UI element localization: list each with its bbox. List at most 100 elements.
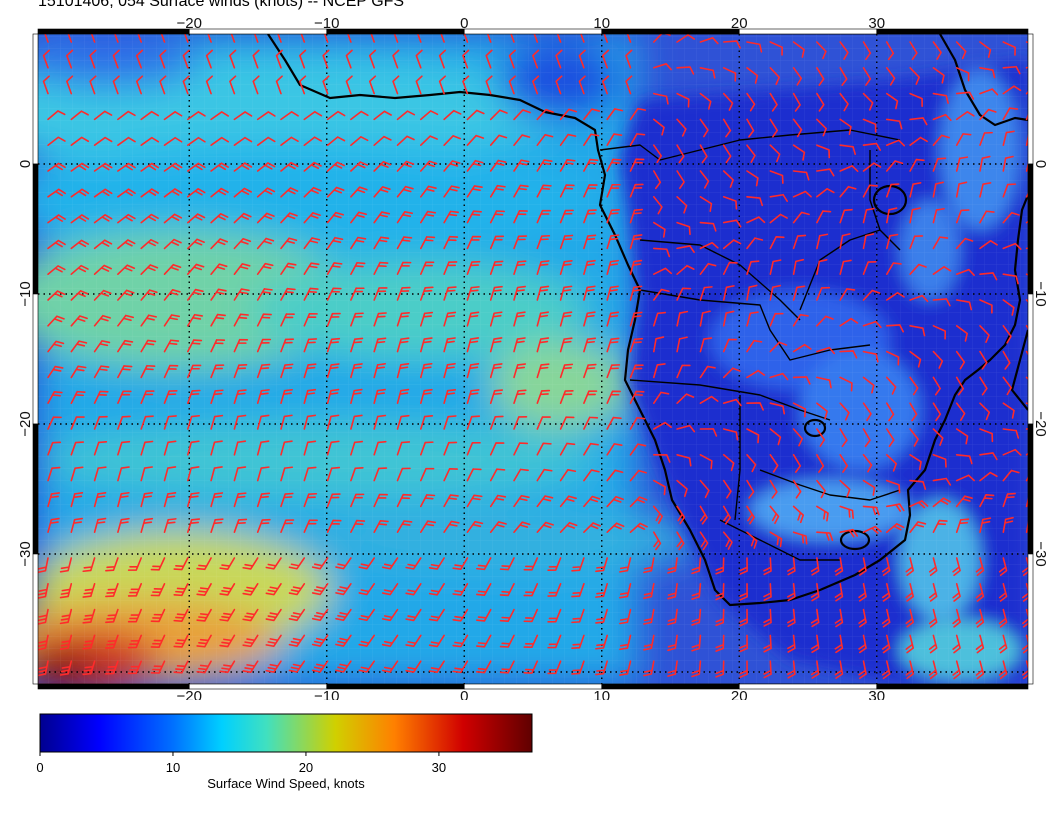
wind-barb xyxy=(485,49,493,69)
wind-barb xyxy=(405,608,422,622)
wind-barb xyxy=(280,237,298,250)
wind-barb xyxy=(396,337,410,353)
wind-barb xyxy=(885,207,898,224)
wind-barb xyxy=(105,608,119,624)
wind-barb xyxy=(428,608,445,622)
wind-barb xyxy=(928,557,938,577)
wind-barb xyxy=(652,118,665,136)
wind-barb xyxy=(952,608,961,628)
wind-barb xyxy=(629,107,647,121)
wind-barb xyxy=(909,235,924,250)
wind-barb xyxy=(443,415,457,430)
wind-barb xyxy=(746,41,763,53)
wind-barb xyxy=(70,492,84,508)
wind-barb xyxy=(205,49,214,69)
wind-barb xyxy=(419,362,433,379)
lon-tick-label-bottom: −10 xyxy=(314,688,339,700)
wind-barb xyxy=(466,235,482,250)
wind-barb xyxy=(280,161,299,172)
map-border-segment xyxy=(1027,293,1034,425)
wind-barb xyxy=(722,338,738,353)
wind-barb xyxy=(885,503,905,512)
wind-barb xyxy=(345,75,353,95)
wind-barb xyxy=(489,494,507,508)
wind-barb xyxy=(722,92,734,111)
wind-barb xyxy=(443,160,461,172)
wind-barb xyxy=(466,210,482,224)
wind-barb xyxy=(163,136,183,146)
wind-barb xyxy=(629,158,645,172)
wind-barb xyxy=(955,474,975,482)
wind-barb xyxy=(909,350,922,368)
wind-barb xyxy=(466,109,485,121)
wind-barb xyxy=(909,294,929,303)
wind-barb xyxy=(326,262,343,276)
wind-barb xyxy=(476,634,492,648)
wind-barb xyxy=(816,315,834,327)
wind-barb xyxy=(583,311,596,327)
wind-barb xyxy=(676,196,688,214)
wind-barb xyxy=(93,136,113,146)
wind-barb xyxy=(792,144,806,161)
wind-barb xyxy=(396,185,414,198)
wind-barb xyxy=(256,492,271,508)
wind-barb xyxy=(38,608,49,625)
wind-barb xyxy=(93,441,108,456)
wind-barb xyxy=(466,260,481,276)
wind-barb xyxy=(140,264,159,276)
wind-barb xyxy=(885,324,905,333)
wind-barb xyxy=(163,213,183,224)
wind-barb xyxy=(816,144,831,159)
wind-barb xyxy=(955,67,970,82)
wind-barb xyxy=(559,442,576,456)
wind-barb xyxy=(117,264,136,276)
wind-barb xyxy=(256,162,276,172)
wind-barb xyxy=(746,144,756,163)
wind-barb xyxy=(150,608,166,623)
wind-barb xyxy=(1002,402,1015,419)
wind-barb xyxy=(595,582,609,598)
wind-barb xyxy=(955,376,965,396)
colorbar-ticks: 0 10 20 30 xyxy=(36,752,446,775)
wind-barb xyxy=(810,634,820,654)
wind-barb xyxy=(117,289,135,301)
wind-barb xyxy=(489,210,505,224)
wind-barb xyxy=(82,582,96,598)
wind-barb xyxy=(722,239,742,250)
wind-barb xyxy=(905,608,915,628)
wind-barb xyxy=(769,170,784,184)
wind-barb xyxy=(955,402,966,421)
wind-barb xyxy=(159,49,167,69)
wind-barb xyxy=(513,285,526,301)
wind-barb xyxy=(513,210,528,224)
wind-barb xyxy=(606,364,621,379)
wind-barb xyxy=(885,453,898,472)
madagascar xyxy=(1010,329,1028,411)
wind-barb xyxy=(256,136,276,146)
wind-barb xyxy=(810,608,820,628)
wind-barb xyxy=(280,492,294,508)
wind-barb xyxy=(256,262,274,276)
wind-barb xyxy=(699,241,719,250)
wind-barb xyxy=(303,466,317,482)
wind-barb xyxy=(536,108,554,121)
wind-barb xyxy=(885,350,900,366)
wind-barb xyxy=(303,388,317,405)
wind-barb xyxy=(932,207,945,224)
wind-barb xyxy=(419,337,433,353)
wind-barb xyxy=(140,339,157,353)
wind-barb xyxy=(571,557,585,572)
wind-barb xyxy=(583,416,599,430)
wind-barb xyxy=(485,75,493,95)
lon-tick-label-bottom: 0 xyxy=(460,688,468,700)
wind-barb xyxy=(303,161,322,172)
wind-barb xyxy=(392,75,400,95)
wind-barb xyxy=(559,311,573,327)
wind-barb xyxy=(93,466,107,482)
wind-barb xyxy=(629,416,646,430)
wind-barb xyxy=(112,75,120,95)
wind-barb xyxy=(667,634,678,652)
wind-barb xyxy=(715,582,725,601)
wind-barb xyxy=(219,582,236,596)
wind-barb xyxy=(419,388,433,405)
